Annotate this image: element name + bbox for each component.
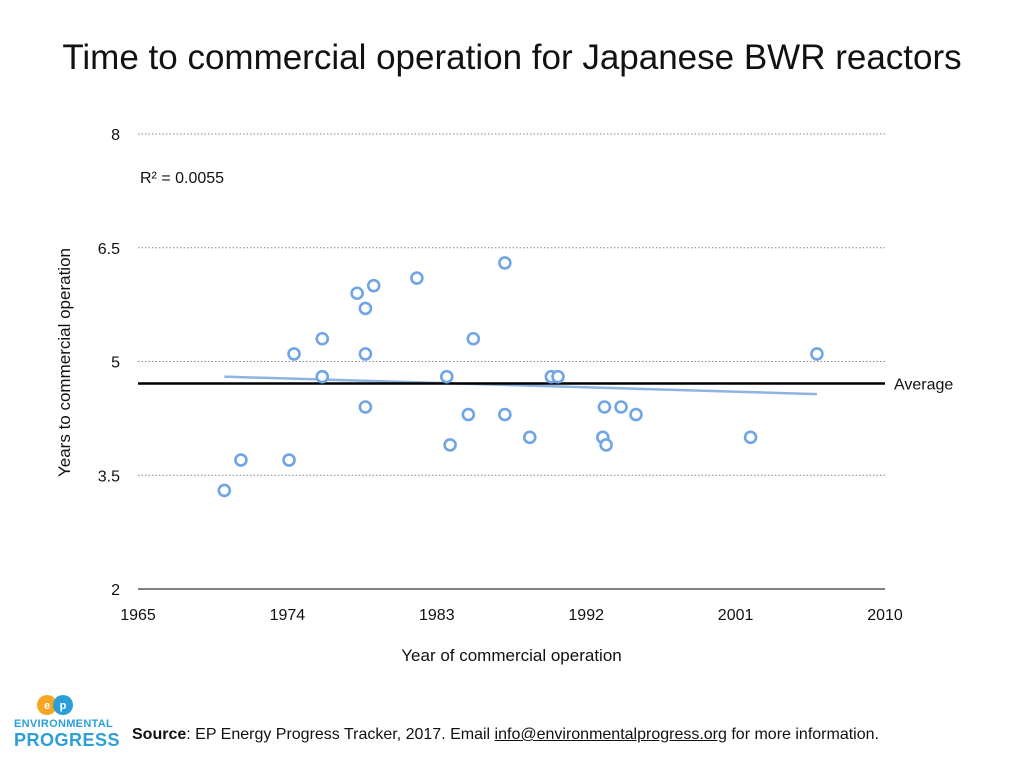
data-point bbox=[350, 286, 364, 301]
data-point bbox=[287, 347, 301, 361]
y-tick-label: 2 bbox=[111, 582, 120, 599]
data-point bbox=[551, 369, 565, 384]
logo-line-1: ENVIRONMENTAL bbox=[14, 718, 114, 730]
data-point bbox=[282, 453, 296, 467]
email-link[interactable]: info@environmentalprogress.org bbox=[494, 726, 727, 743]
y-tick-labels: 2 3.5 5 6.5 8 bbox=[98, 127, 120, 599]
x-tick-label: 2010 bbox=[867, 607, 903, 624]
ep-logo-icon: e p bbox=[37, 695, 73, 715]
y-tick-label: 8 bbox=[111, 127, 120, 144]
chart-title: Time to commercial operation for Japanes… bbox=[62, 38, 962, 77]
average-label: Average bbox=[894, 376, 953, 393]
data-point bbox=[498, 407, 512, 422]
x-tick-label: 1983 bbox=[419, 607, 455, 624]
gridlines bbox=[138, 133, 885, 590]
trendline-group bbox=[224, 375, 817, 396]
x-tick-label: 1974 bbox=[270, 607, 306, 624]
data-points bbox=[217, 256, 824, 498]
footer-tail: for more information. bbox=[726, 726, 879, 743]
data-point bbox=[466, 331, 481, 346]
data-point bbox=[743, 430, 758, 445]
x-tick-label: 2001 bbox=[718, 607, 754, 624]
data-point bbox=[461, 407, 476, 422]
x-tick-labels: 1965 1974 1983 1992 2001 2010 bbox=[120, 607, 903, 624]
average-line-group: Average bbox=[138, 376, 953, 393]
data-point bbox=[358, 301, 373, 316]
data-point bbox=[597, 400, 612, 414]
svg-text:e: e bbox=[44, 700, 50, 712]
y-axis-title: Years to commercial operation bbox=[55, 248, 74, 477]
data-point bbox=[410, 271, 424, 285]
x-tick-label: 1965 bbox=[120, 607, 156, 624]
data-point bbox=[629, 407, 643, 422]
y-tick-label: 3.5 bbox=[98, 468, 120, 485]
data-point bbox=[810, 347, 824, 361]
data-point bbox=[522, 430, 537, 445]
y-tick-label: 5 bbox=[111, 355, 120, 372]
data-point bbox=[599, 438, 613, 452]
data-point bbox=[439, 369, 454, 384]
source-footer: Source: EP Energy Progress Tracker, 2017… bbox=[132, 726, 879, 744]
data-point bbox=[315, 331, 330, 346]
source-text: : EP Energy Progress Tracker, 2017. Emai… bbox=[186, 726, 495, 743]
environmental-progress-logo: e p ENVIRONMENTAL PROGRESS bbox=[14, 694, 121, 754]
source-label: Source bbox=[132, 726, 187, 743]
data-point bbox=[498, 256, 512, 270]
y-tick-label: 6.5 bbox=[98, 241, 120, 258]
data-point bbox=[614, 400, 628, 414]
data-point bbox=[358, 347, 373, 361]
logo-line-2: PROGRESS bbox=[14, 730, 121, 750]
data-point bbox=[366, 278, 381, 293]
trendline bbox=[224, 375, 817, 396]
data-point bbox=[443, 438, 457, 452]
data-point bbox=[358, 400, 373, 414]
x-tick-label: 1992 bbox=[568, 607, 604, 624]
data-point bbox=[217, 483, 232, 498]
x-axis-title: Year of commercial operation bbox=[401, 646, 622, 665]
scatter-chart: 2 3.5 5 6.5 8 1965 1974 1983 1992 2001 2010 Avera… bbox=[55, 127, 953, 665]
r-squared-label: R² = 0.0055 bbox=[140, 170, 224, 187]
data-point bbox=[234, 453, 248, 467]
svg-text:p: p bbox=[60, 700, 67, 712]
data-point bbox=[315, 369, 330, 384]
